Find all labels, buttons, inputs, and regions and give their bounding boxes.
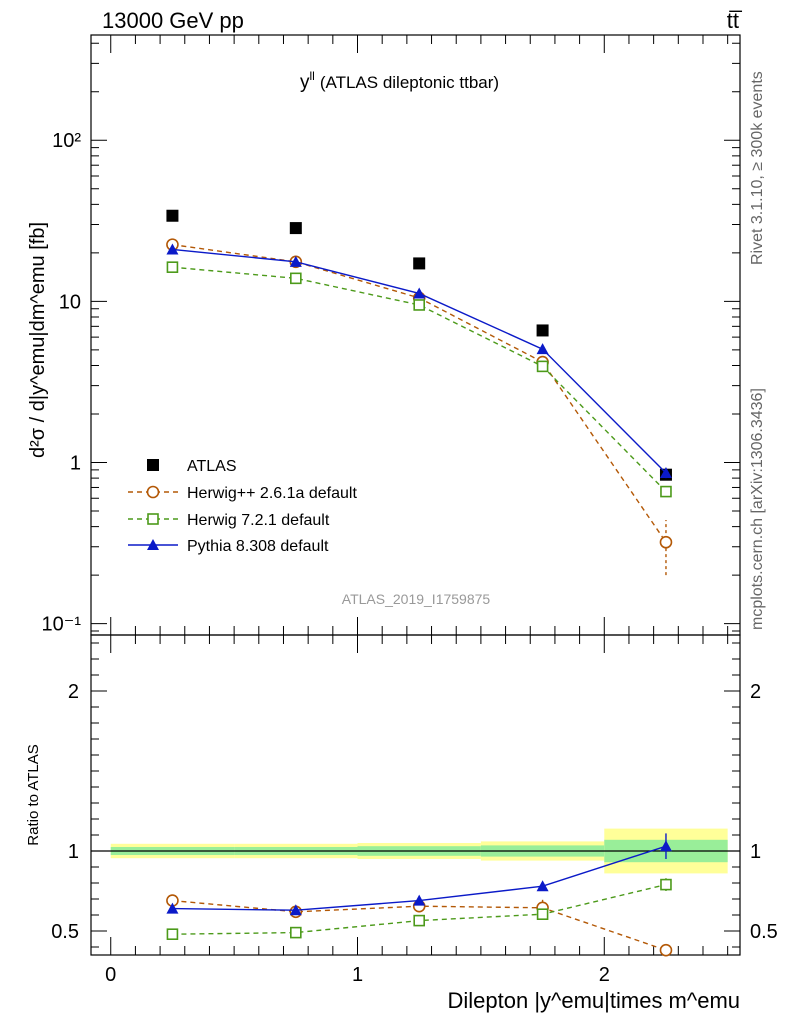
ratio-y-tick-label: 0.5	[51, 921, 79, 943]
series-0	[166, 209, 672, 481]
plot-title: yll (ATLAS dileptonic ttbar)	[300, 69, 499, 93]
plot-title-main: y	[300, 72, 310, 93]
series-2	[166, 261, 672, 498]
data-point	[289, 222, 302, 235]
data-point	[413, 914, 426, 927]
legend-label-herwigpp: Herwig++ 2.6.1a default	[187, 485, 357, 502]
rivet-label: Rivet 3.1.10, ≥ 300k events	[749, 71, 766, 265]
main-y-tick-label: 10²	[52, 130, 81, 152]
mcplots-label: mcplots.cern.ch [arXiv:1306.3436]	[749, 388, 766, 630]
data-point	[659, 467, 672, 479]
data-point	[660, 878, 672, 891]
data-point	[147, 459, 159, 471]
ratio-y-tick-label-right: 0.5	[750, 921, 778, 943]
data-point	[536, 324, 549, 337]
main-y-tick-label: 10⁻¹	[42, 614, 82, 636]
data-point	[413, 287, 426, 299]
data-point	[536, 880, 549, 892]
data-point	[536, 343, 549, 355]
plot-title-sup: ll	[310, 69, 315, 83]
data-point	[166, 902, 179, 914]
data-point	[536, 908, 549, 921]
main-y-axis-label: d²σ / d|y^emu|dm^emu [fb]	[27, 222, 49, 458]
data-point	[413, 299, 426, 311]
data-point	[146, 485, 160, 499]
data-point	[289, 255, 302, 267]
data-point	[413, 894, 426, 906]
plot-title-suffix: (ATLAS dileptonic ttbar)	[320, 73, 499, 92]
data-point	[290, 272, 302, 285]
ratio-panel: Ratio to ATLAS 0.5 0.5 1 1 2 2 0 1 2 Dilepton |y…	[25, 634, 778, 1013]
analysis-reference: ATLAS_2019_I1759875	[342, 591, 491, 607]
ratio-y-tick-label: 1	[68, 841, 79, 863]
legend: ATLAS Herwig++ 2.6.1a default Herwig 7.2…	[128, 458, 357, 555]
ratio-panel-frame	[90, 634, 741, 956]
ratio-y-axis-label: Ratio to ATLAS	[25, 744, 42, 845]
data-point	[536, 360, 549, 373]
legend-label-atlas: ATLAS	[187, 458, 237, 475]
main-panel: yll (ATLAS dileptonic ttbar) d²σ / d|y^em…	[27, 34, 741, 636]
data-point	[147, 513, 159, 525]
data-point	[166, 209, 179, 222]
series-3	[166, 243, 672, 479]
series-line	[172, 248, 667, 474]
legend-label-pythia: Pythia 8.308 default	[187, 538, 329, 555]
data-point	[166, 928, 179, 941]
x-tick-label: 1	[352, 964, 363, 986]
main-y-axis-label-text: d²σ / d|y^emu|dm^emu [fb]	[27, 222, 49, 458]
x-axis-label: Dilepton |y^emu|times m^emu	[448, 988, 741, 1013]
ratio-y-tick-label-right: 2	[750, 681, 761, 703]
process-label: tt̅	[727, 8, 743, 33]
series-line	[172, 266, 667, 493]
ratio-y-tick-label: 2	[68, 681, 79, 703]
energy-label: 13000 GeV pp	[102, 8, 244, 33]
data-point	[166, 243, 179, 255]
x-tick-label: 0	[105, 964, 116, 986]
ratio-series-1	[166, 878, 672, 941]
data-point	[166, 261, 179, 273]
ratio-series-2	[166, 833, 672, 916]
data-point	[659, 840, 672, 852]
data-point	[147, 539, 159, 550]
data-point	[290, 926, 302, 939]
main-y-tick-label: 10	[59, 291, 81, 313]
main-y-tick-label: 1	[70, 453, 81, 475]
data-point	[659, 535, 673, 549]
data-point	[289, 904, 302, 916]
legend-label-herwig7: Herwig 7.2.1 default	[187, 512, 330, 529]
x-tick-label: 2	[599, 964, 610, 986]
data-point	[660, 485, 672, 498]
data-point	[659, 943, 673, 957]
data-point	[413, 257, 426, 270]
ratio-y-tick-label-right: 1	[750, 841, 761, 863]
